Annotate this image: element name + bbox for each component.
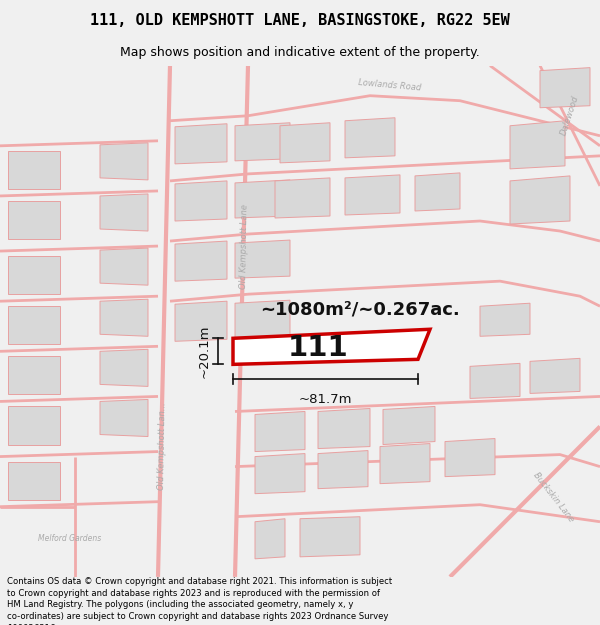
Text: ~1080m²/~0.267ac.: ~1080m²/~0.267ac. bbox=[260, 300, 460, 318]
Polygon shape bbox=[345, 175, 400, 215]
Polygon shape bbox=[100, 399, 148, 436]
Polygon shape bbox=[8, 306, 60, 344]
Text: Lowlands Road: Lowlands Road bbox=[358, 78, 422, 93]
Polygon shape bbox=[8, 256, 60, 294]
Polygon shape bbox=[510, 176, 570, 224]
Polygon shape bbox=[8, 151, 60, 189]
Polygon shape bbox=[255, 454, 305, 494]
Text: Map shows position and indicative extent of the property.: Map shows position and indicative extent… bbox=[120, 46, 480, 59]
Polygon shape bbox=[175, 181, 227, 221]
Polygon shape bbox=[530, 358, 580, 393]
Polygon shape bbox=[280, 122, 330, 163]
Text: Dalewood: Dalewood bbox=[559, 94, 581, 137]
Text: Buckskin Lane: Buckskin Lane bbox=[531, 470, 575, 523]
Polygon shape bbox=[383, 406, 435, 444]
Polygon shape bbox=[318, 409, 370, 449]
Polygon shape bbox=[235, 300, 290, 338]
Polygon shape bbox=[540, 68, 590, 108]
Text: Old Kempshott Lane: Old Kempshott Lane bbox=[239, 204, 249, 289]
Polygon shape bbox=[318, 451, 368, 489]
Polygon shape bbox=[175, 241, 227, 281]
Polygon shape bbox=[100, 299, 148, 336]
Polygon shape bbox=[275, 178, 330, 218]
Polygon shape bbox=[415, 173, 460, 211]
Text: Melford Gardens: Melford Gardens bbox=[38, 534, 101, 543]
Polygon shape bbox=[233, 329, 430, 364]
Polygon shape bbox=[8, 462, 60, 499]
Polygon shape bbox=[235, 122, 290, 161]
Polygon shape bbox=[100, 194, 148, 231]
Text: Old Kempshott Lan...: Old Kempshott Lan... bbox=[157, 402, 167, 491]
Polygon shape bbox=[100, 248, 148, 285]
Polygon shape bbox=[480, 303, 530, 336]
Text: 111: 111 bbox=[288, 334, 349, 362]
Text: 111, OLD KEMPSHOTT LANE, BASINGSTOKE, RG22 5EW: 111, OLD KEMPSHOTT LANE, BASINGSTOKE, RG… bbox=[90, 13, 510, 28]
Polygon shape bbox=[510, 121, 565, 169]
Polygon shape bbox=[445, 439, 495, 477]
Polygon shape bbox=[8, 406, 60, 444]
Polygon shape bbox=[175, 301, 227, 341]
Text: Contains OS data © Crown copyright and database right 2021. This information is : Contains OS data © Crown copyright and d… bbox=[7, 577, 392, 625]
Polygon shape bbox=[235, 240, 290, 278]
Text: ~81.7m: ~81.7m bbox=[299, 393, 352, 406]
Polygon shape bbox=[470, 363, 520, 399]
Polygon shape bbox=[8, 201, 60, 239]
Text: ~20.1m: ~20.1m bbox=[198, 324, 211, 378]
Polygon shape bbox=[300, 517, 360, 557]
Polygon shape bbox=[255, 411, 305, 452]
Polygon shape bbox=[380, 444, 430, 484]
Polygon shape bbox=[235, 180, 290, 218]
Polygon shape bbox=[100, 349, 148, 386]
Polygon shape bbox=[8, 356, 60, 394]
Polygon shape bbox=[345, 118, 395, 158]
Polygon shape bbox=[100, 143, 148, 180]
Polygon shape bbox=[175, 124, 227, 164]
Polygon shape bbox=[255, 519, 285, 559]
